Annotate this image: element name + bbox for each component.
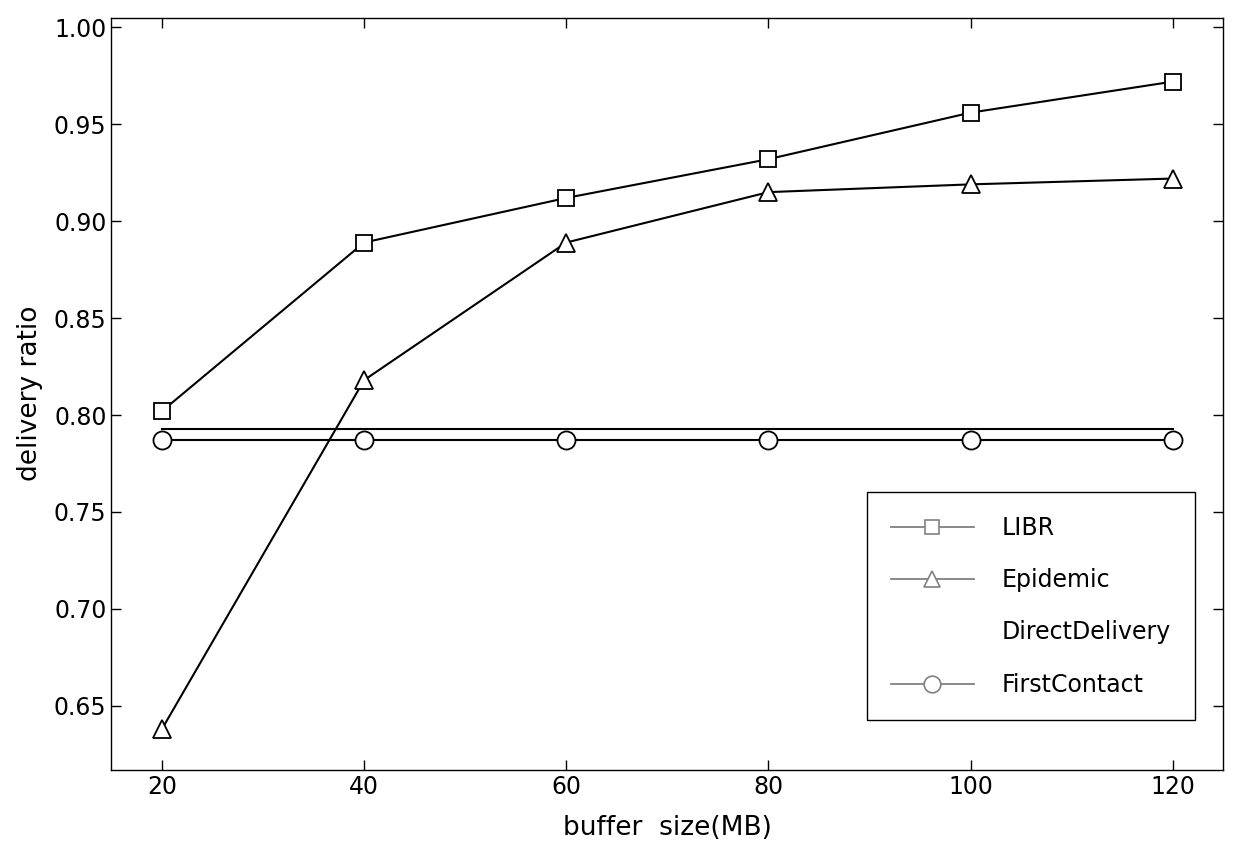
Epidemic <box>761 187 776 197</box>
Epidemic <box>357 375 372 385</box>
DirectDelivery <box>155 424 170 434</box>
FirstContact <box>155 435 170 445</box>
Line: FirstContact: FirstContact <box>153 432 1182 450</box>
Line: Epidemic: Epidemic <box>153 170 1182 738</box>
FirstContact <box>761 435 776 445</box>
Epidemic <box>559 238 574 248</box>
LIBR <box>559 193 574 203</box>
Epidemic <box>963 179 978 190</box>
Legend: LIBR, Epidemic, DirectDelivery, FirstContact: LIBR, Epidemic, DirectDelivery, FirstCon… <box>868 492 1195 721</box>
DirectDelivery <box>357 424 372 434</box>
LIBR <box>155 406 170 416</box>
FirstContact <box>963 435 978 445</box>
DirectDelivery <box>761 424 776 434</box>
DirectDelivery <box>963 424 978 434</box>
FirstContact <box>559 435 574 445</box>
DirectDelivery <box>1166 424 1180 434</box>
Line: LIBR: LIBR <box>154 74 1180 419</box>
DirectDelivery <box>559 424 574 434</box>
X-axis label: buffer  size(MB): buffer size(MB) <box>563 815 771 842</box>
LIBR <box>357 238 372 248</box>
Y-axis label: delivery ratio: delivery ratio <box>16 306 42 481</box>
FirstContact <box>1166 435 1180 445</box>
LIBR <box>1166 76 1180 87</box>
LIBR <box>761 154 776 165</box>
FirstContact <box>357 435 372 445</box>
Epidemic <box>155 724 170 734</box>
Epidemic <box>1166 173 1180 184</box>
LIBR <box>963 107 978 118</box>
